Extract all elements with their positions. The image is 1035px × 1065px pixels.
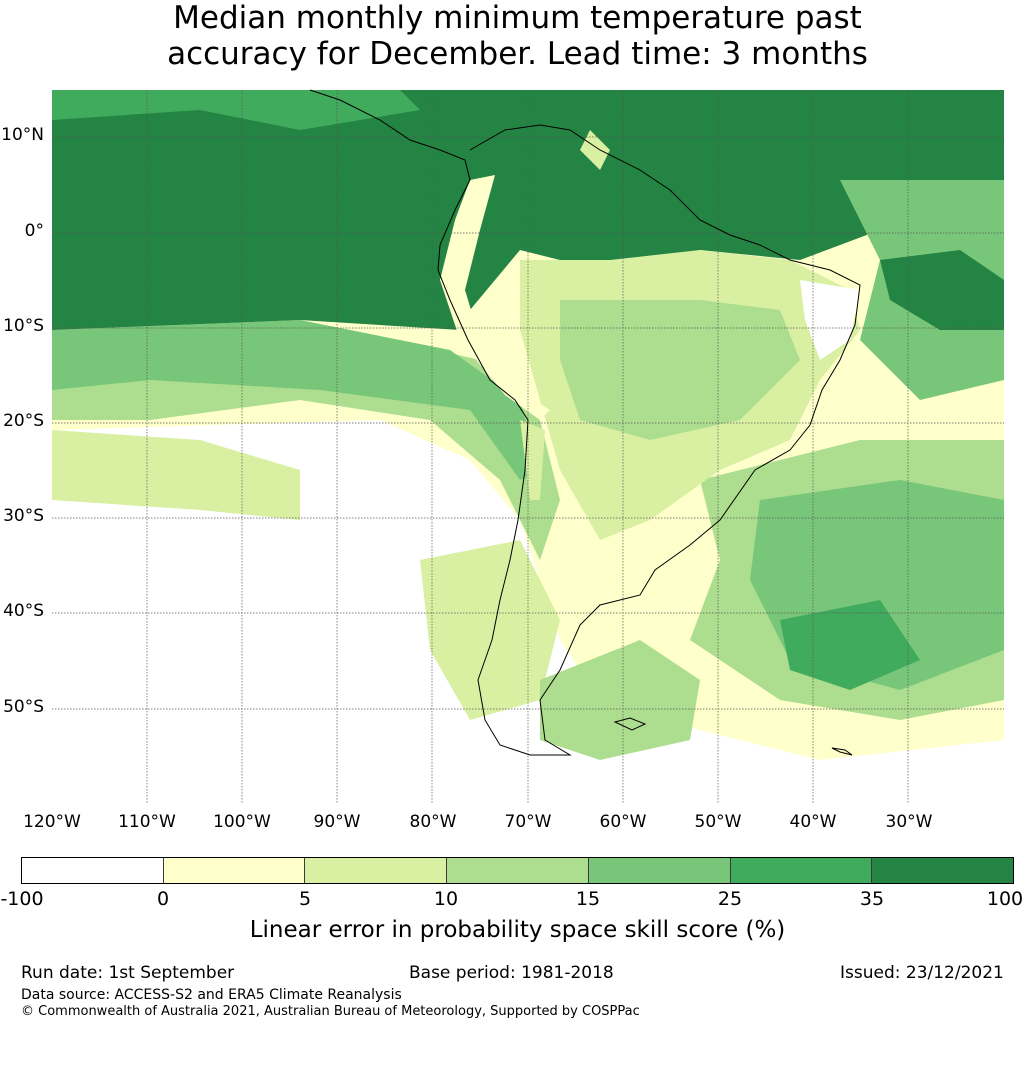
issued-date: Issued: 23/12/2021 <box>840 963 1004 983</box>
lat-label: 0° <box>24 221 44 241</box>
lon-label: 80°W <box>409 812 457 832</box>
title-line-1: Median monthly minimum temperature past <box>173 0 862 36</box>
atlantic-dark-patch <box>780 600 920 690</box>
lon-label: 50°W <box>694 812 742 832</box>
lat-label: 10°N <box>1 125 44 145</box>
andes-ribbon <box>440 175 550 420</box>
andes-south <box>520 420 545 500</box>
north-patch <box>52 90 420 130</box>
graticule <box>52 90 1004 803</box>
patch-light-2 <box>420 540 560 720</box>
base-period: Base period: 1981-2018 <box>409 963 614 983</box>
colorbar <box>21 857 1014 884</box>
colorbar-segment <box>22 858 164 883</box>
map-panel: 10°N 0° 10°S 20°S 30°S 40°S 50°S 120°W 1… <box>1 89 1004 832</box>
lon-label: 110°W <box>118 812 176 832</box>
colorbar-segment <box>730 858 873 883</box>
colorbar-segment <box>588 858 731 883</box>
patch-light-1 <box>52 430 300 520</box>
lat-label: 10°S <box>3 316 44 336</box>
run-date: Run date: 1st September <box>21 963 235 983</box>
lat-label: 30°S <box>3 506 44 526</box>
lon-label: 60°W <box>599 812 647 832</box>
copyright: © Commonwealth of Australia 2021, Austra… <box>21 1004 640 1019</box>
south-america-coastline <box>309 89 861 756</box>
colorbar-segment <box>447 858 589 883</box>
lat-label: 40°S <box>3 601 44 621</box>
ne-brazil-low <box>800 280 860 360</box>
skill-map <box>52 89 1004 803</box>
lon-label: 30°W <box>885 812 933 832</box>
lon-label: 90°W <box>313 812 361 832</box>
lon-label: 120°W <box>23 812 81 832</box>
east-atlantic-dark <box>880 250 1004 330</box>
lat-label: 20°S <box>3 411 44 431</box>
colorbar-tick: 25 <box>717 888 743 910</box>
continent-green <box>560 300 800 440</box>
colorbar-tick: 15 <box>575 888 601 910</box>
colorbar-segment <box>305 858 448 883</box>
chart-title: Median monthly minimum temperature past … <box>0 0 1035 72</box>
venezuela-patch <box>580 130 610 170</box>
colorbar-tick: 0 <box>156 888 170 910</box>
colorbar-label: Linear error in probability space skill … <box>249 917 786 943</box>
title-line-2: accuracy for December. Lead time: 3 mont… <box>167 36 868 72</box>
colorbar-tick: 35 <box>859 888 885 910</box>
lon-label: 40°W <box>789 812 837 832</box>
data-source: Data source: ACCESS-S2 and ERA5 Climate … <box>21 987 402 1003</box>
south-georgia <box>831 747 853 756</box>
colorbar-tick: -100 <box>0 888 44 910</box>
colorbar-segment <box>872 858 1014 883</box>
colorbar-segment <box>163 858 306 883</box>
lon-label: 70°W <box>504 812 552 832</box>
low-skill-region-west <box>52 500 300 650</box>
patch-light-3 <box>540 640 700 760</box>
colorbar-tick: 10 <box>433 888 459 910</box>
falkland-islands <box>613 717 647 731</box>
colorbar-tick: 100 <box>986 888 1024 910</box>
lat-label: 50°S <box>3 697 44 717</box>
lon-label: 100°W <box>213 812 271 832</box>
colorbar-tick: 5 <box>298 888 312 910</box>
band-mid-green <box>52 320 540 480</box>
